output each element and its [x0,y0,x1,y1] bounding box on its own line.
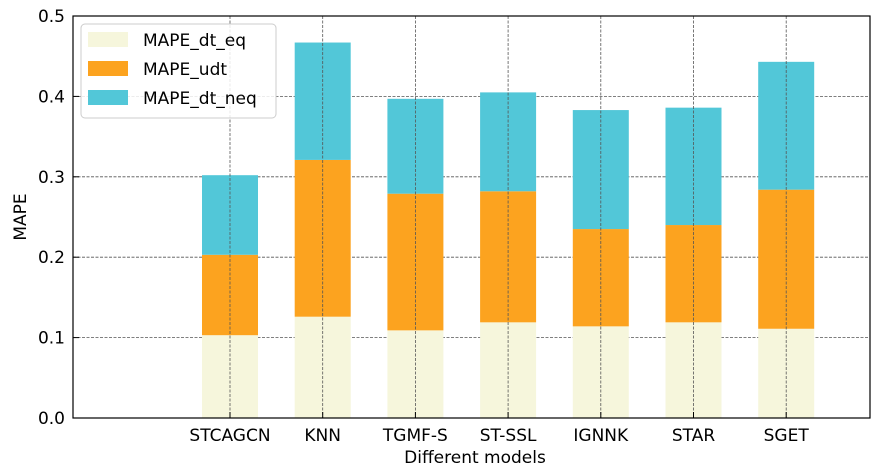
y-axis-title: MAPE [11,193,31,240]
x-tick-label: SGET [764,426,810,446]
y-tick-label: 0.1 [38,329,65,349]
axis-layer: 0.0 0.1 0.2 0.3 0.4 0.5 STCAGCN KNN TGMF-S ST-SSL… [38,7,871,446]
y-tick-label: 0.0 [38,409,65,429]
y-tick-label: 0.3 [38,168,65,188]
x-tick-label: ST-SSL [480,426,537,446]
x-tick-label: IGNNK [573,426,629,446]
plot-frame [72,15,871,419]
y-tick-label: 0.4 [38,87,65,107]
legend-label: MAPE_dt_eq [143,31,246,51]
legend-swatch [88,90,128,105]
y-tick-label: 0.5 [38,7,65,27]
legend-label: MAPE_dt_neq [143,89,257,109]
x-axis-title: Different models [404,448,546,468]
y-tick-label: 0.2 [38,248,65,268]
legend-swatch [88,61,128,76]
x-tick-label: STAR [672,426,715,446]
x-tick-label: KNN [304,426,341,446]
vertical-grid-layer [229,16,787,418]
x-tick-label: TGMF-S [382,426,448,446]
legend-swatch [88,32,128,47]
x-tick-label: STCAGCN [189,426,270,446]
legend: MAPE_dt_eq MAPE_udt MAPE_dt_neq [80,23,277,119]
legend-box [80,23,277,119]
legend-label: MAPE_udt [143,60,227,80]
bar-segment [387,98,444,194]
